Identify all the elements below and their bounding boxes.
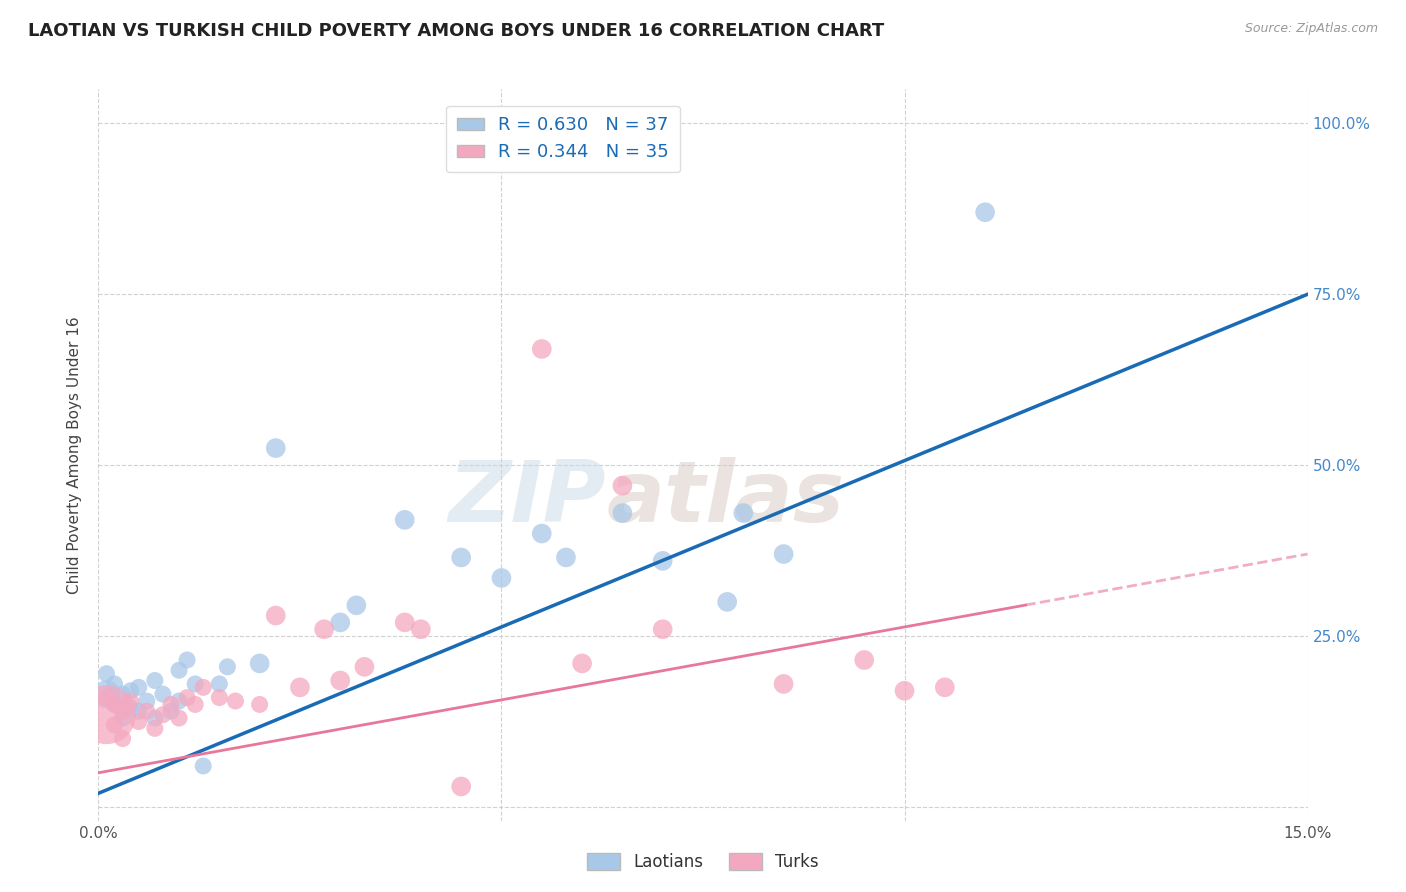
Point [167, 663, 190, 677]
Point [394, 615, 416, 630]
Point [208, 690, 231, 705]
Point [135, 704, 157, 718]
Point [111, 711, 134, 725]
Point [555, 550, 578, 565]
Point [128, 704, 150, 718]
Point [651, 622, 673, 636]
Point [716, 595, 738, 609]
Point [103, 698, 125, 712]
Point [96, 690, 118, 705]
Text: LAOTIAN VS TURKISH CHILD POVERTY AMONG BOYS UNDER 16 CORRELATION CHART: LAOTIAN VS TURKISH CHILD POVERTY AMONG B… [28, 22, 884, 40]
Point [120, 701, 142, 715]
Point [184, 698, 207, 712]
Point [612, 506, 634, 520]
Point [893, 683, 915, 698]
Point [344, 599, 367, 613]
Point [176, 653, 198, 667]
Point [772, 547, 794, 561]
Y-axis label: Child Poverty Among Boys Under 16: Child Poverty Among Boys Under 16 [67, 316, 83, 594]
Point [288, 681, 311, 695]
Point [651, 554, 673, 568]
Point [193, 681, 215, 695]
Point [103, 718, 125, 732]
Point [143, 673, 166, 688]
Point [733, 506, 755, 520]
Point [120, 683, 142, 698]
Point [450, 550, 472, 565]
Point [96, 666, 118, 681]
Point [96, 687, 118, 701]
Point [934, 681, 956, 695]
Point [193, 759, 215, 773]
Text: ZIP: ZIP [449, 458, 606, 541]
Point [103, 677, 125, 691]
Point [612, 478, 634, 492]
Point [143, 711, 166, 725]
Point [160, 698, 183, 712]
Point [314, 622, 336, 636]
Point [409, 622, 432, 636]
Point [176, 690, 198, 705]
Point [264, 608, 287, 623]
Point [394, 513, 416, 527]
Point [217, 660, 239, 674]
Point [135, 694, 157, 708]
Point [530, 526, 553, 541]
Point [152, 687, 174, 701]
Point [450, 780, 472, 794]
Point [530, 342, 553, 356]
Point [128, 714, 150, 729]
Point [167, 694, 190, 708]
Point [111, 687, 134, 701]
Point [491, 571, 513, 585]
Point [353, 660, 375, 674]
Point [184, 677, 207, 691]
Point [329, 615, 352, 630]
Point [96, 707, 118, 722]
Point [120, 694, 142, 708]
Legend: Laotians, Turks: Laotians, Turks [581, 847, 825, 878]
Point [111, 731, 134, 746]
Point [160, 704, 183, 718]
Point [224, 694, 246, 708]
Point [853, 653, 876, 667]
Point [264, 441, 287, 455]
Point [249, 657, 271, 671]
Point [152, 707, 174, 722]
Point [111, 704, 134, 718]
Point [128, 681, 150, 695]
Text: atlas: atlas [606, 458, 845, 541]
Text: Source: ZipAtlas.com: Source: ZipAtlas.com [1244, 22, 1378, 36]
Point [167, 711, 190, 725]
Point [329, 673, 352, 688]
Point [974, 205, 997, 219]
Point [143, 722, 166, 736]
Point [208, 677, 231, 691]
Point [249, 698, 271, 712]
Point [571, 657, 593, 671]
Point [103, 698, 125, 712]
Point [772, 677, 794, 691]
